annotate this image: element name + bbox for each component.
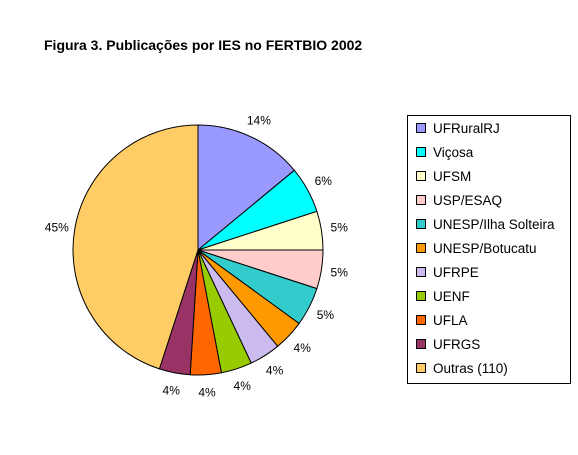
data-label-usp-esaq: 5% [331, 265, 349, 279]
legend-item-unesp-ilha-solteira: UNESP/Ilha Solteira [416, 214, 555, 234]
legend-item-ufsm: UFSM [416, 166, 471, 186]
legend-item-ufla: UFLA [416, 310, 468, 330]
legend: UFRuralRJ Viçosa UFSM USP/ESAQ UNESP/Ilha So… [407, 115, 571, 384]
legend-item-ufrgs: UFRGS [416, 334, 480, 354]
legend-swatch [416, 315, 426, 325]
legend-label: UENF [433, 288, 470, 304]
legend-swatch [416, 339, 426, 349]
legend-label: Outras (110) [433, 360, 508, 376]
legend-label: USP/ESAQ [433, 192, 503, 208]
legend-swatch [416, 243, 426, 253]
data-label-ufsm: 5% [331, 221, 349, 235]
legend-item-uenf: UENF [416, 286, 470, 306]
legend-item-ufruralrj: UFRuralRJ [416, 118, 500, 138]
legend-swatch [416, 219, 426, 229]
data-label-unesp-ilha-solteira: 5% [317, 308, 335, 322]
chart-title: Figura 3. Publicações por IES no FERTBIO… [44, 37, 363, 53]
data-label-outras-110: 45% [45, 221, 69, 235]
legend-swatch [416, 123, 426, 133]
data-label-uenf: 4% [234, 379, 252, 393]
legend-swatch [416, 171, 426, 181]
legend-swatch [416, 195, 426, 205]
legend-swatch [416, 147, 426, 157]
legend-label: UFLA [433, 312, 468, 328]
legend-label: UFRGS [433, 336, 481, 352]
pie-slice-ufruralrj [197, 124, 296, 252]
data-label-unesp-botucatu: 4% [294, 341, 312, 355]
legend-swatch [416, 267, 426, 277]
data-label-ufla: 4% [198, 386, 216, 400]
legend-label: UNESP/Botucatu [433, 240, 537, 256]
legend-label: UFRPE [433, 264, 479, 280]
legend-label: UFRuralRJ [433, 120, 500, 136]
legend-swatch [416, 291, 426, 301]
legend-item-usp-esaq: USP/ESAQ [416, 190, 502, 210]
legend-label: Viçosa [433, 144, 474, 160]
legend-item-outras-110: Outras (110) [416, 358, 508, 378]
legend-item-vi-osa: Viçosa [416, 142, 473, 162]
legend-label: UNESP/Ilha Solteira [433, 216, 555, 232]
data-label-ufruralrj: 14% [247, 114, 271, 128]
data-label-vi-osa: 6% [315, 174, 333, 188]
legend-swatch [416, 363, 426, 373]
pie-slice-outras-110 [72, 124, 199, 370]
data-label-ufrpe: 4% [266, 364, 284, 378]
legend-item-unesp-botucatu: UNESP/Botucatu [416, 238, 537, 258]
legend-item-ufrpe: UFRPE [416, 262, 479, 282]
legend-label: UFSM [433, 168, 472, 184]
data-label-ufrgs: 4% [163, 384, 181, 398]
